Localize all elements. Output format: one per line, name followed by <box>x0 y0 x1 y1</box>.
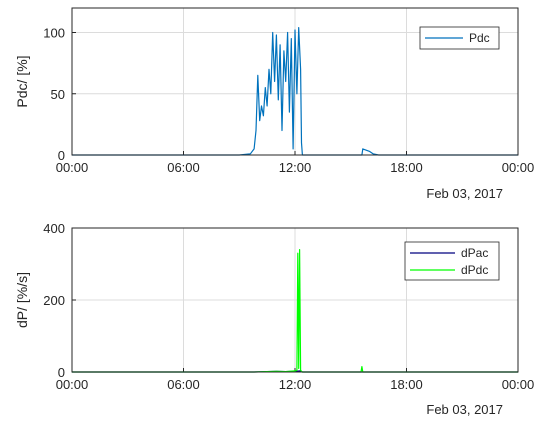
x-tick-label: 12:00 <box>279 160 312 175</box>
legend-label-dpdc: dPdc <box>461 263 488 277</box>
legend: Pdc <box>419 26 500 50</box>
x-tick-label: 06:00 <box>167 160 200 175</box>
y-tick-labels: 0 200 400 <box>43 221 65 380</box>
chart-pdc: 0 50 100 00:00 06:00 12:00 18:00 00:00 Pdc/ [%… <box>14 7 535 201</box>
x-tick-labels: 00:00 06:00 12:00 18:00 00:00 <box>56 377 535 392</box>
y-tick-label: 50 <box>51 87 65 102</box>
legend-label-dpac: dPac <box>461 246 488 260</box>
date-label: Feb 03, 2017 <box>426 186 503 201</box>
x-tick-label: 00:00 <box>502 377 535 392</box>
chart-dp: 0 200 400 00:00 06:00 12:00 18:00 00:00 dP/ [%… <box>14 221 534 417</box>
x-tick-label: 18:00 <box>390 377 423 392</box>
legend-label-pdc: Pdc <box>469 31 490 45</box>
y-tick-label: 0 <box>58 365 65 380</box>
y-axis-label: Pdc/ [%] <box>14 55 30 107</box>
x-tick-label: 00:00 <box>502 160 535 175</box>
x-tick-label: 12:00 <box>279 377 312 392</box>
x-tick-label: 18:00 <box>390 160 423 175</box>
x-tick-label: 00:00 <box>56 160 89 175</box>
legend: dPac dPdc <box>404 241 500 281</box>
y-tick-label: 400 <box>43 221 65 236</box>
series-line-dpdc <box>72 249 518 373</box>
x-tick-label: 06:00 <box>167 377 200 392</box>
date-label: Feb 03, 2017 <box>426 402 503 417</box>
y-tick-label: 100 <box>43 26 65 41</box>
y-axis-label: dP/ [%/s] <box>14 272 30 328</box>
legend-box <box>404 241 500 281</box>
y-tick-label: 200 <box>43 293 65 308</box>
y-tick-label: 0 <box>58 148 65 163</box>
x-tick-labels: 00:00 06:00 12:00 18:00 00:00 <box>56 160 535 175</box>
y-tick-labels: 0 50 100 <box>43 26 65 164</box>
plot-border <box>71 227 519 373</box>
plot-border <box>71 7 519 156</box>
x-tick-label: 00:00 <box>56 377 89 392</box>
